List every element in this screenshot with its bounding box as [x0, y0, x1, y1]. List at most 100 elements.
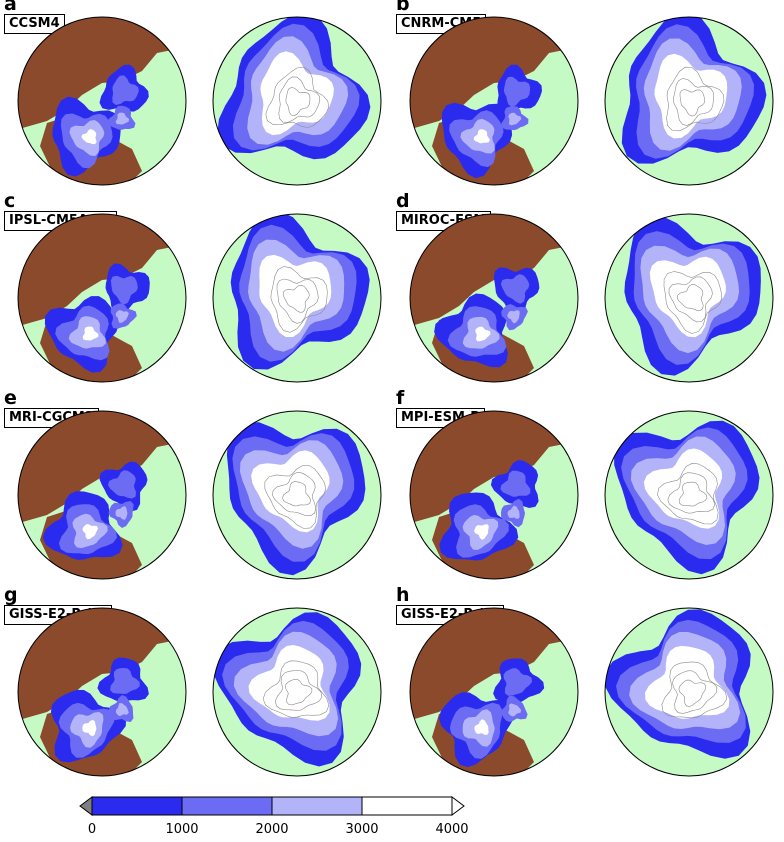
ice-sheet-eurasia-inner: [503, 668, 532, 696]
ice-sheet-eurasia-inner: [110, 668, 140, 694]
ice-sheet-laurentide-core: [82, 326, 99, 341]
ice-sheet-eurasia-inner: [112, 75, 139, 105]
contour-line: [265, 66, 330, 128]
ice-sheet-greenland-inner: [115, 506, 128, 520]
ice-sheet-eurasia-inner: [500, 274, 530, 304]
panel-a: a CCSM4: [0, 0, 392, 200]
contour-line: [284, 679, 313, 706]
ice-sheet-laurentide-core: [82, 524, 99, 540]
map-boundary: [212, 410, 382, 580]
northern-hemisphere-map: [409, 16, 579, 186]
colorbar-segment: [271, 796, 363, 816]
colorbar-tick-label: 3000: [345, 822, 378, 837]
northern-hemisphere-map: [17, 607, 187, 777]
ice-sheet-eurasia-inner: [110, 275, 138, 305]
map-boundary: [212, 607, 382, 777]
land-eurasia: [410, 608, 578, 722]
ice-sheet-laurentide-core: [474, 524, 489, 540]
southern-hemisphere-map: [212, 16, 382, 186]
contour-line: [270, 266, 328, 333]
map-boundary: [17, 410, 187, 580]
southern-hemisphere-map: [212, 607, 382, 777]
ice-sheet-laurentide-core: [474, 719, 489, 735]
ice-sheet-eurasia-inner: [503, 76, 531, 107]
map-boundary: [604, 213, 774, 383]
ice-sheet-laurentide-core: [81, 129, 97, 145]
map-boundary: [17, 213, 187, 383]
map-boundary: [409, 410, 579, 580]
map-boundary: [17, 607, 187, 777]
colorbar-segment: [91, 796, 183, 816]
map-boundary: [409, 607, 579, 777]
colorbar-segment: [181, 796, 273, 816]
contour-line: [657, 462, 719, 525]
contour-line: [678, 481, 708, 507]
colorbar-tick-label: 1000: [165, 822, 198, 837]
map-boundary: [409, 213, 579, 383]
panel-letter: g: [4, 584, 18, 606]
panel-c: c IPSL-CM5A-LR: [0, 191, 392, 397]
contour-line: [678, 679, 707, 707]
northern-hemisphere-map: [409, 410, 579, 580]
ice-sheet-greenland-inner: [507, 310, 520, 324]
antarctic-ice-level: [643, 448, 723, 529]
contour-line: [278, 76, 321, 123]
antarctic-ice-level: [649, 256, 726, 338]
contour-line: [276, 278, 319, 324]
colorbar-tick-label: 0: [88, 822, 96, 837]
panel-letter: e: [4, 387, 17, 409]
panel-d: d MIROC-ESM: [392, 191, 784, 397]
panel-letter: a: [4, 0, 17, 15]
panel-letter: f: [396, 387, 405, 409]
contour-line: [271, 472, 317, 517]
land-eurasia: [18, 608, 186, 722]
colorbar-below-triangle: [79, 796, 93, 816]
ice-sheet-greenland-inner: [115, 310, 129, 323]
panel-e: e MRI-CGCM3: [0, 388, 392, 594]
southern-hemisphere-map: [604, 16, 774, 186]
antarctic-ice-level: [251, 450, 330, 533]
contour-line: [285, 87, 311, 117]
colorbar-above-triangle: [451, 796, 465, 816]
map-boundary: [212, 213, 382, 383]
map-boundary: [604, 607, 774, 777]
land-eurasia: [410, 214, 578, 328]
contour-line: [663, 271, 723, 334]
land-eurasia: [18, 17, 186, 131]
panel-letter: c: [4, 190, 16, 212]
model-label: CCSM4: [4, 14, 65, 34]
southern-hemisphere-map: [212, 213, 382, 383]
northern-hemisphere-map: [17, 410, 187, 580]
panel-f: f MPI-ESM-P: [392, 388, 784, 594]
antarctic-ice-level: [248, 645, 330, 721]
colorbar: 0 1000 2000 3000 4000: [79, 796, 468, 837]
ice-sheet-laurentide-core: [475, 326, 491, 342]
contour-line: [262, 660, 330, 718]
southern-hemisphere-map: [604, 410, 774, 580]
panel-letter: h: [396, 584, 410, 606]
land-eurasia: [410, 411, 578, 525]
colorbar-tick-label: 2000: [255, 822, 288, 837]
northern-hemisphere-map: [17, 213, 187, 383]
map-boundary: [409, 16, 579, 186]
southern-hemisphere-map: [604, 607, 774, 777]
northern-hemisphere-map: [17, 16, 187, 186]
contour-line: [282, 481, 312, 507]
southern-hemisphere-map: [604, 213, 774, 383]
contour-line: [667, 472, 716, 514]
contour-line: [679, 89, 706, 117]
contour-line: [672, 78, 714, 126]
contour-line: [672, 670, 718, 714]
contour-line: [264, 465, 326, 529]
map-boundary: [604, 16, 774, 186]
contour-line: [666, 66, 725, 132]
panel-letter: d: [396, 190, 410, 212]
contour-line: [275, 670, 323, 711]
contour-line: [661, 661, 728, 719]
colorbar-tick-label: 4000: [435, 822, 468, 837]
panel-b: b CNRM-CM5: [392, 0, 784, 200]
northern-hemisphere-map: [409, 213, 579, 383]
ice-sheet-eurasia-inner: [500, 470, 531, 497]
ice-sheet-eurasia-inner: [108, 470, 136, 499]
ice-sheet-greenland-inner: [508, 112, 522, 126]
